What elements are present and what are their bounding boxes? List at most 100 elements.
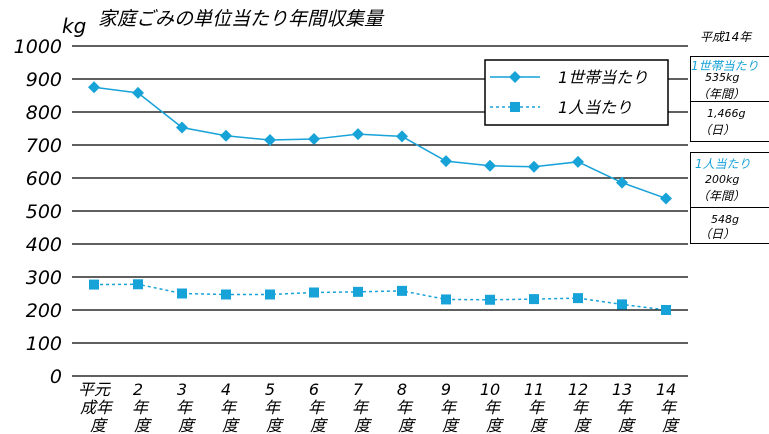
x-tick-label-line: 10 [480,380,500,399]
series-point [572,155,584,168]
series-point [220,129,232,142]
side-year-label: 平成14年 [700,30,752,44]
x-tick-label-line: 度 [134,416,153,434]
x-tick-label: 6年度 [308,380,329,434]
x-tick-label: 8年度 [396,380,417,434]
series-point [616,176,628,189]
x-tick-label-line: 度 [310,416,329,434]
series-point [397,285,407,296]
household-summary-box: 1世帯当たり 535kg （年間） 1,466g （日） [690,56,769,142]
series-point [264,134,276,147]
y-tick-label: 200 [26,300,62,322]
x-tick-label-line: 13 [612,380,632,399]
person-annual-unit: （年間） [697,189,746,203]
series-point [440,155,452,168]
x-tick-label-line: 年 [440,398,458,417]
series-line [93,86,667,200]
x-tick-label-line: 12 [568,380,588,399]
series-point [265,289,275,300]
series-point [132,86,144,99]
x-tick-label-line: 度 [354,416,373,434]
x-tick-label-line: 14 [656,380,676,399]
y-tick-label: 0 [50,366,62,388]
series-point [309,287,319,298]
legend-label: 1世帯当たり [558,68,648,87]
x-tick-label-line: 年 [220,398,238,417]
x-tick-label-line: 度 [398,416,417,434]
x-tick-label-line: 度 [90,416,109,434]
x-tick-label-line: 度 [618,416,637,434]
x-tick-label-line: 年 [572,398,590,417]
legend-label: 1人当たり [558,98,632,117]
series-point [133,279,143,290]
x-tick-label-line: 5 [265,380,275,399]
series-point [221,289,231,300]
series-point [660,192,672,205]
x-tick-label: 2年度 [132,380,153,434]
x-tick-label: 4年度 [220,380,241,434]
x-tick-label-line: 度 [662,416,681,434]
chart-title: 家庭ごみの単位当たり年間収集量 [98,8,385,30]
person-summary-heading: 1人当たり [695,157,751,171]
y-tick-label: 700 [26,135,62,157]
series-point [89,279,99,290]
x-tick-label-line: 度 [442,416,461,434]
legend-marker [510,102,520,112]
x-tick-label-line: 年 [132,398,150,417]
x-tick-label-line: 年 [616,398,634,417]
household-summary-heading: 1世帯当たり [691,59,759,73]
x-tick-label-line: 度 [222,416,241,434]
series-point [485,294,495,305]
x-tick-label-line: 年 [528,398,546,417]
x-tick-label-line: 2 [133,380,143,399]
legend-box [484,59,669,126]
x-tick-label-line: 平元 [78,380,112,399]
series-point [353,286,363,297]
household-annual-value: 535kg [705,71,740,84]
series-point [352,128,364,141]
series-layer [88,81,672,315]
household-daily-value: 1,466g [707,107,746,120]
x-tick-label-line: 4 [221,380,231,399]
x-tick-label-line: 度 [574,416,593,434]
series-point [396,130,408,143]
x-tick-label-line: 年 [176,398,194,417]
household-daily-unit: （日） [699,123,736,137]
person-daily-value: 548g [711,213,739,226]
y-tick-label: 900 [26,69,62,91]
series-point [661,305,671,315]
x-tick-label: 3年度 [176,380,197,434]
y-axis-ticks: 0 100 200 300 400 500 600 700 800 900 1000 [14,36,62,388]
series-point [176,121,188,134]
x-tick-label-line: 度 [486,416,505,434]
x-tick-label-line: 8 [397,380,407,399]
x-tick-label-line: 度 [266,416,285,434]
series-point [529,294,539,305]
series-point [573,293,583,304]
x-tick-label-line: 3 [177,380,187,399]
series-point [88,81,100,94]
x-tick-label-line: 年 [352,398,370,417]
person-daily-unit: （日） [699,227,736,241]
legend: 1世帯当たり 1人当たり [484,59,669,126]
legend-marker [509,71,521,83]
x-tick-label-line: 度 [530,416,549,434]
series-point [617,299,627,310]
x-tick-label-line: 年 [308,398,326,417]
person-annual-value: 200kg [705,173,740,186]
x-tick-label-line: 9 [441,380,451,399]
person-summary-box: 1人当たり 200kg （年間） 548g （日） [690,152,769,244]
series-point [484,159,496,172]
grid-lines [72,45,688,377]
y-axis-unit: kg [62,14,86,38]
x-tick-label: 5年度 [264,380,285,434]
y-tick-label: 100 [26,333,62,355]
x-tick-label: 9年度 [440,380,461,434]
series-point [441,294,451,305]
x-tick-label-line: 6 [309,380,319,399]
series-line [93,283,667,311]
